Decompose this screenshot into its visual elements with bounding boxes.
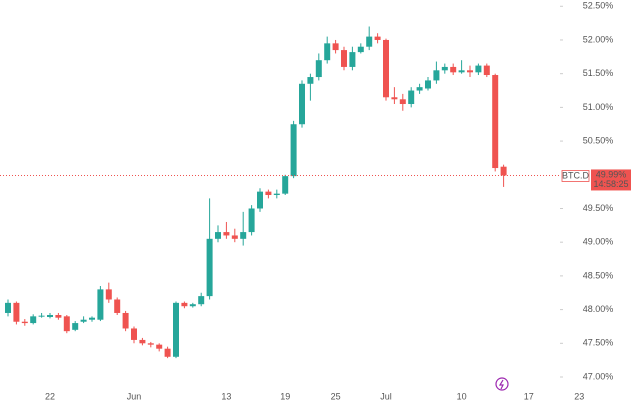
candle-body bbox=[139, 339, 146, 344]
candle-body bbox=[265, 191, 272, 196]
y-tick-label: 50.50% bbox=[583, 135, 614, 145]
y-tick-label: 47.00% bbox=[583, 371, 614, 381]
y-tick-label: 49.50% bbox=[583, 203, 614, 213]
candle-body bbox=[147, 343, 154, 345]
candle-body bbox=[257, 191, 263, 209]
candle-body bbox=[248, 208, 255, 233]
candle-body bbox=[5, 302, 11, 313]
countdown: 14:58:25 bbox=[593, 179, 628, 189]
candle-body bbox=[72, 323, 79, 330]
candle-body bbox=[164, 348, 171, 357]
candle-body bbox=[156, 344, 163, 349]
candle-body bbox=[383, 39, 389, 98]
candle-body bbox=[374, 36, 381, 40]
symbol-box bbox=[561, 170, 590, 182]
last-price-label: 49.99% bbox=[596, 169, 627, 179]
candle-body bbox=[206, 238, 213, 297]
candle-body bbox=[189, 304, 196, 307]
candle-body bbox=[114, 299, 121, 313]
candle-body bbox=[475, 65, 482, 73]
y-tick-label: 52.00% bbox=[583, 34, 614, 44]
lightning-icon[interactable] bbox=[495, 377, 509, 391]
candle-body bbox=[173, 302, 179, 357]
candle-body bbox=[307, 77, 314, 84]
x-tick-label: Jul bbox=[380, 391, 392, 401]
candle-body bbox=[450, 66, 457, 73]
x-tick-label: 25 bbox=[331, 391, 341, 401]
candle-body bbox=[89, 317, 95, 320]
candle-body bbox=[492, 75, 499, 169]
candle-body bbox=[273, 193, 280, 196]
candle-body bbox=[315, 60, 322, 78]
candle-body bbox=[231, 235, 238, 239]
candle-body bbox=[55, 314, 62, 318]
candle-body bbox=[47, 314, 53, 318]
y-tick-label: 48.00% bbox=[583, 304, 614, 314]
candle-body bbox=[21, 321, 28, 324]
y-tick-label: 51.00% bbox=[583, 102, 614, 112]
icon-circle bbox=[495, 377, 509, 391]
candle-body bbox=[324, 43, 331, 61]
candle-body bbox=[63, 316, 70, 332]
candle-body bbox=[13, 302, 20, 322]
candle-body bbox=[97, 289, 104, 320]
x-tick-label: 19 bbox=[280, 391, 290, 401]
x-tick-label: 23 bbox=[574, 391, 584, 401]
candle-body bbox=[38, 315, 45, 317]
candle-body bbox=[500, 166, 507, 176]
candle-body bbox=[467, 70, 473, 73]
x-tick-label: 17 bbox=[524, 391, 534, 401]
candle-body bbox=[483, 65, 490, 76]
candle-body bbox=[215, 232, 221, 239]
candle-body bbox=[441, 66, 448, 71]
candle-body bbox=[332, 43, 339, 51]
candle-body bbox=[366, 36, 373, 47]
candle-body bbox=[290, 124, 297, 177]
candle-body bbox=[391, 97, 398, 100]
icon-bolt bbox=[498, 379, 504, 390]
candle-body bbox=[131, 328, 137, 340]
candle-body bbox=[240, 232, 247, 239]
candle-body bbox=[349, 52, 356, 67]
candle-body bbox=[181, 302, 188, 307]
candle-body bbox=[80, 319, 87, 322]
candle-body bbox=[105, 289, 112, 300]
candle-body bbox=[198, 296, 205, 305]
symbol-label: BTC.D bbox=[562, 170, 590, 180]
candle-body bbox=[399, 99, 406, 105]
candle-body bbox=[223, 232, 230, 236]
y-tick-label: 52.50% bbox=[583, 1, 614, 11]
candle-body bbox=[122, 312, 129, 329]
x-tick-label: 13 bbox=[221, 391, 231, 401]
candle-body bbox=[458, 70, 465, 73]
x-tick-label: 10 bbox=[457, 391, 467, 401]
y-tick-label: 49.00% bbox=[583, 237, 614, 247]
y-tick-label: 48.50% bbox=[583, 270, 614, 280]
candle-body bbox=[282, 176, 289, 194]
candle-body bbox=[408, 90, 415, 105]
candle-body bbox=[299, 83, 305, 125]
y-tick-label: 51.50% bbox=[583, 68, 614, 78]
y-tick-label: 47.50% bbox=[583, 338, 614, 348]
x-tick-label: Jun bbox=[127, 391, 142, 401]
x-tick-label: 22 bbox=[45, 391, 55, 401]
candle-body bbox=[341, 50, 347, 67]
candle-body bbox=[433, 70, 440, 81]
candle-body bbox=[357, 46, 364, 53]
candle-body bbox=[30, 316, 37, 324]
candle-body bbox=[425, 80, 431, 89]
price-box bbox=[591, 169, 631, 191]
candle-body bbox=[416, 87, 423, 91]
